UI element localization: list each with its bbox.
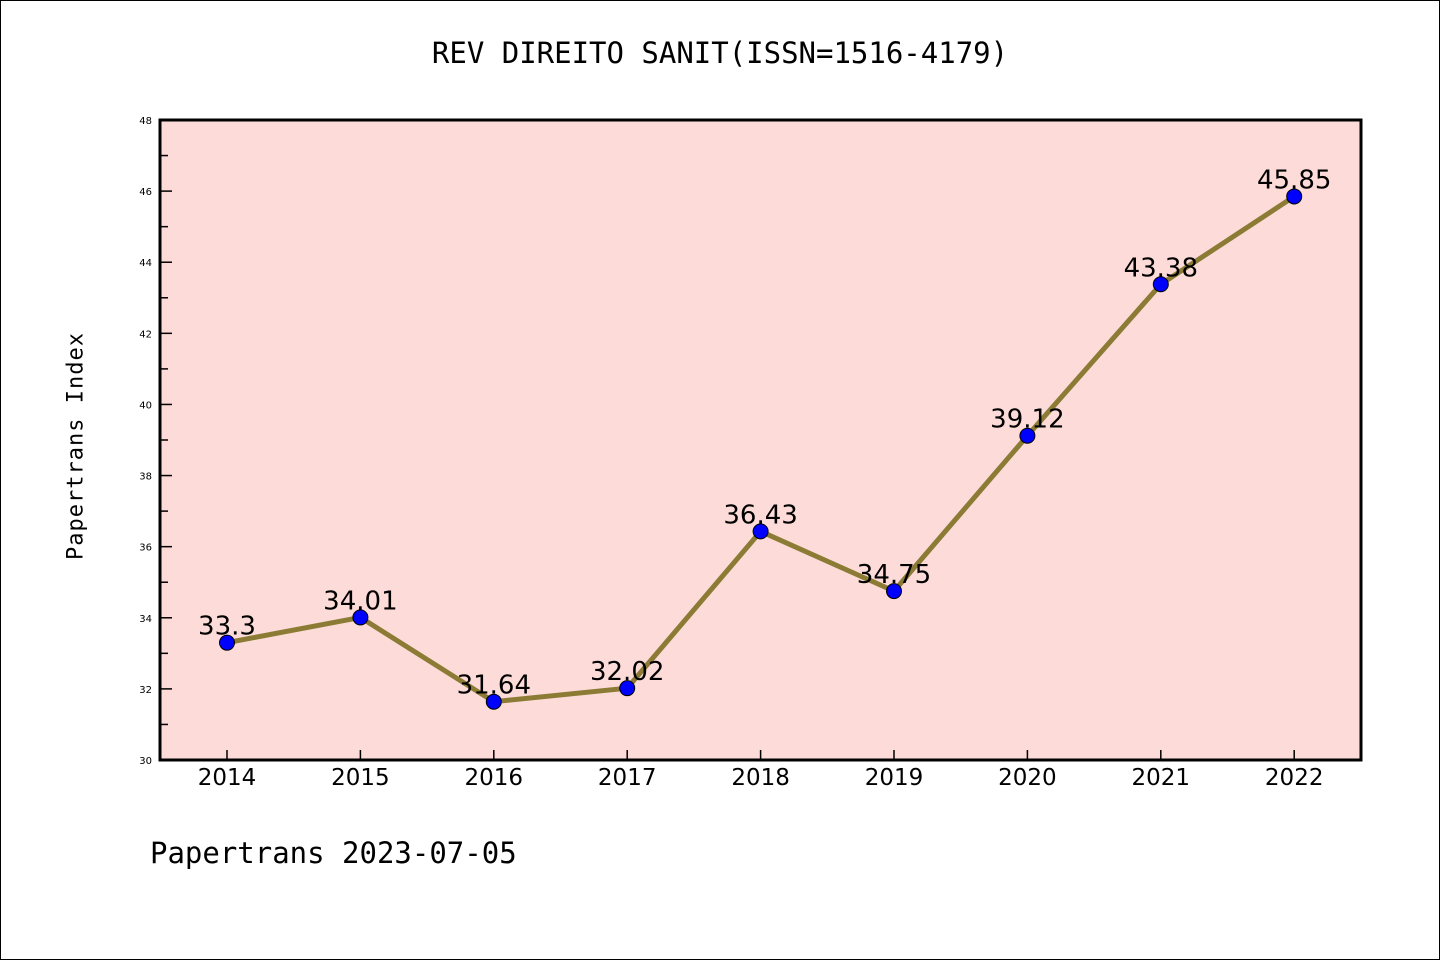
data-label: 39.12 bbox=[990, 405, 1064, 435]
data-label: 33.3 bbox=[198, 612, 256, 642]
x-tick-label: 2015 bbox=[331, 765, 390, 791]
plot-border bbox=[158, 118, 1363, 762]
data-point bbox=[619, 680, 636, 697]
data-label: 43.38 bbox=[1124, 253, 1198, 283]
x-tick-label: 2016 bbox=[465, 765, 524, 791]
data-label: 31.64 bbox=[457, 671, 531, 701]
y-tick-label: 32 bbox=[139, 685, 152, 696]
y-tick-label: 34 bbox=[139, 614, 152, 625]
x-tick-label: 2014 bbox=[198, 765, 257, 791]
data-point bbox=[886, 583, 902, 600]
y-tick-label: 44 bbox=[139, 258, 152, 269]
x-tick-label: 2019 bbox=[865, 765, 924, 791]
footer-text: Papertrans 2023-07-05 bbox=[150, 836, 517, 870]
x-tick-label: 2018 bbox=[731, 765, 790, 791]
data-point bbox=[485, 693, 502, 710]
data-label: 45.85 bbox=[1257, 165, 1331, 195]
data-point bbox=[1286, 188, 1303, 205]
y-tick-label: 36 bbox=[139, 543, 152, 554]
y-tick-label: 40 bbox=[139, 400, 152, 411]
data-point bbox=[352, 609, 369, 626]
x-tick-label: 2022 bbox=[1265, 765, 1324, 791]
y-tick-label: 42 bbox=[139, 329, 152, 340]
data-point bbox=[1152, 276, 1169, 293]
plot-background bbox=[160, 120, 1361, 760]
x-tick-label: 2021 bbox=[1132, 765, 1191, 791]
data-label: 34.01 bbox=[323, 586, 397, 616]
data-label: 36.43 bbox=[723, 500, 797, 530]
y-tick-label: 48 bbox=[139, 116, 152, 127]
data-point bbox=[1019, 427, 1036, 444]
y-tick-label: 46 bbox=[139, 187, 152, 198]
x-tick-label: 2017 bbox=[598, 765, 657, 791]
data-point bbox=[219, 634, 235, 651]
data-label: 34.75 bbox=[857, 560, 931, 590]
x-tick-label: 2020 bbox=[998, 765, 1057, 791]
data-point bbox=[752, 523, 769, 540]
y-tick-label: 30 bbox=[139, 756, 152, 767]
data-label: 32.02 bbox=[590, 657, 664, 687]
y-tick-label: 38 bbox=[139, 472, 152, 483]
chart-title: REV DIREITO SANIT(ISSN=1516-4179) bbox=[431, 36, 1009, 70]
